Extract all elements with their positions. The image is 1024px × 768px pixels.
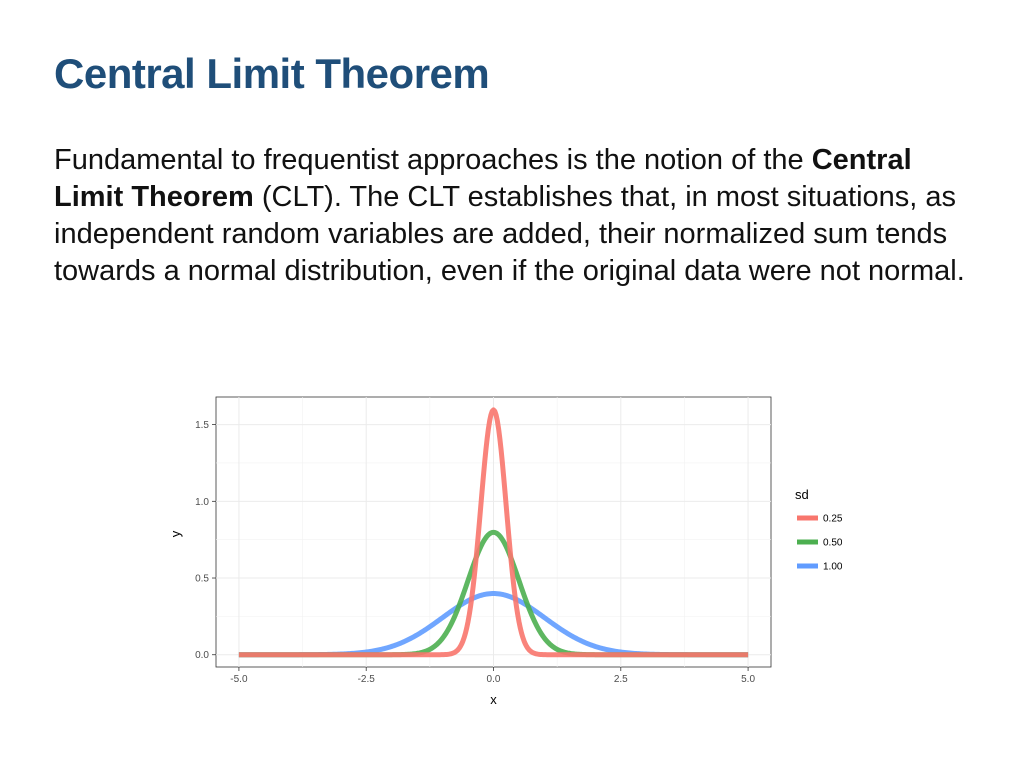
y-tick-label: 1.5 xyxy=(195,420,209,431)
legend-label-1.00: 1.00 xyxy=(823,562,843,573)
slide-body-text: Fundamental to frequentist approaches is… xyxy=(54,142,974,290)
legend-label-0.25: 0.25 xyxy=(823,514,843,525)
x-tick-label: -5.0 xyxy=(230,674,248,685)
series-line-sd-0.25 xyxy=(237,407,750,658)
y-tick-label: 0.0 xyxy=(195,650,209,661)
legend: sd 0.25 0.50 1.00 xyxy=(795,487,843,573)
y-axis: 0.0 0.5 1.0 1.5 xyxy=(195,420,216,661)
y-tick-label: 1.0 xyxy=(195,497,209,508)
x-tick-label: 0.0 xyxy=(487,674,501,685)
series-lines xyxy=(237,407,750,658)
body-text-before: Fundamental to frequentist approaches is… xyxy=(54,144,812,176)
legend-label-0.50: 0.50 xyxy=(823,538,843,549)
y-tick-label: 0.5 xyxy=(195,574,209,585)
normal-distribution-chart: -5.0 -2.5 0.0 2.5 5.0 0.0 0.5 1.0 1.5 x y sd 0.… xyxy=(168,396,843,707)
x-tick-label: 2.5 xyxy=(614,674,628,685)
x-tick-label: -2.5 xyxy=(358,674,376,685)
x-axis: -5.0 -2.5 0.0 2.5 5.0 xyxy=(230,667,755,685)
x-axis-title: x xyxy=(490,692,497,707)
slide-title: Central Limit Theorem xyxy=(54,50,490,97)
body-text-bold-term: Central Limit Theorem xyxy=(54,144,912,213)
x-tick-label: 5.0 xyxy=(741,674,755,685)
body-text-after: (CLT). The CLT establishes that, in most… xyxy=(54,181,965,287)
legend-title: sd xyxy=(795,487,809,502)
y-axis-title: y xyxy=(168,530,183,537)
